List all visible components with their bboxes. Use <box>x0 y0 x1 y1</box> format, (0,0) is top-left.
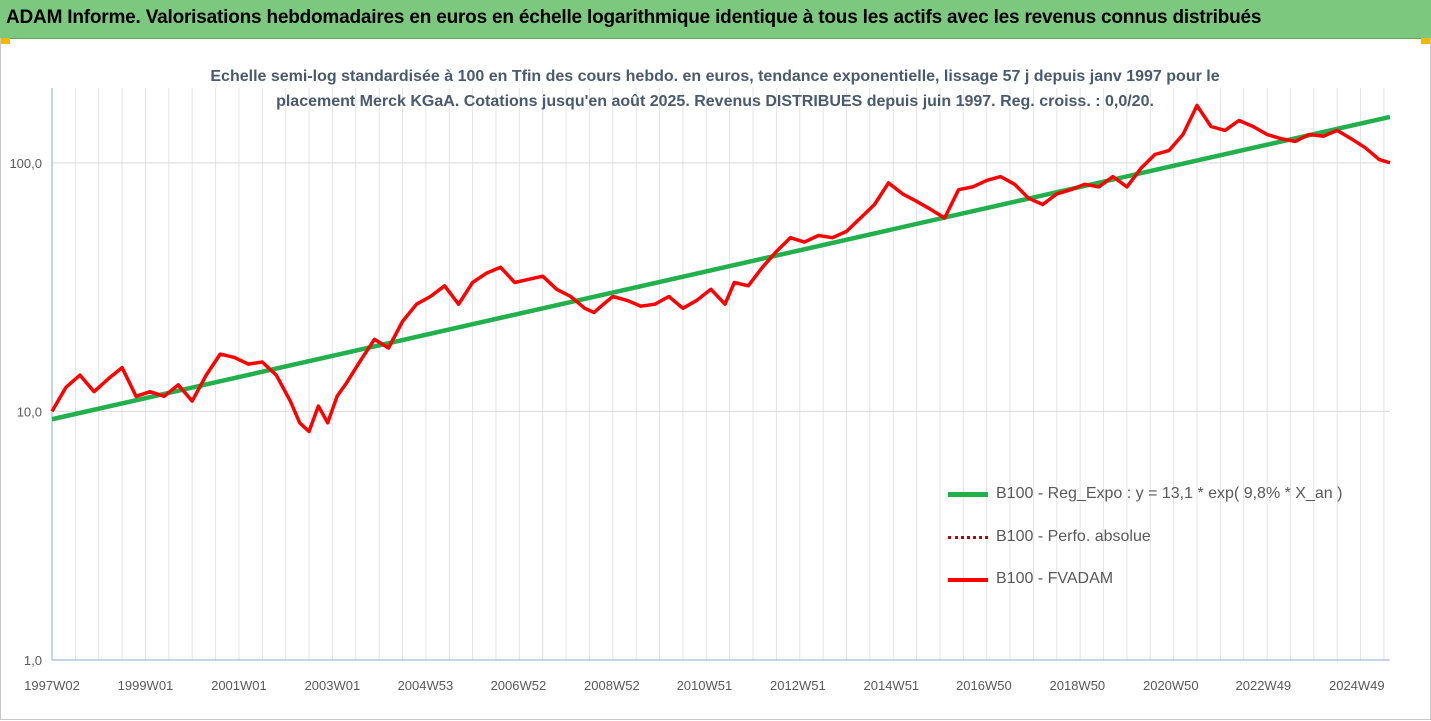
corner-accent-left <box>0 38 10 44</box>
chart-subtitle: Echelle semi-log standardisée à 100 en T… <box>180 64 1250 114</box>
chart-subtitle-line2: placement Merck KGaA. Cotations jusqu'en… <box>276 93 1154 110</box>
x-tick-label: 2016W50 <box>956 678 1012 693</box>
x-tick-label: 2008W52 <box>584 678 640 693</box>
x-tick-label: 2001W01 <box>211 678 267 693</box>
y-tick-label: 100,0 <box>9 156 42 171</box>
x-tick-label: 1997W02 <box>24 678 80 693</box>
banner-title: ADAM Informe. Valorisations hebdomadaire… <box>6 7 1262 28</box>
regression-line <box>51 114 1391 422</box>
x-tick-label: 1999W01 <box>118 678 174 693</box>
legend-swatch-perfo <box>948 536 988 539</box>
legend-label-perfo: B100 - Perfo. absolue <box>996 528 1151 545</box>
corner-accent-right <box>1421 38 1431 44</box>
x-tick-label: 2022W49 <box>1236 678 1292 693</box>
chart-subtitle-line1: Echelle semi-log standardisée à 100 en T… <box>210 68 1220 85</box>
x-tick-label: 2018W50 <box>1050 678 1106 693</box>
fvadam-series-line <box>50 103 1391 434</box>
legend-label-fvadam: B100 - FVADAM <box>996 570 1114 587</box>
x-tick-label: 2020W50 <box>1143 678 1199 693</box>
y-tick-label: 10,0 <box>17 404 42 419</box>
x-tick-label: 2006W52 <box>491 678 547 693</box>
x-tick-label: 2024W49 <box>1329 678 1385 693</box>
legend-label-regression: B100 - Reg_Expo : y = 13,1 * exp( 9,8% *… <box>996 485 1343 502</box>
legend-swatch-regression <box>948 492 988 497</box>
legend-swatch-fvadam <box>948 578 988 582</box>
title-banner: ADAM Informe. Valorisations hebdomadaire… <box>0 0 1431 39</box>
x-tick-label: 2012W51 <box>770 678 826 693</box>
x-tick-label: 2004W53 <box>398 678 454 693</box>
y-tick-label: 1,0 <box>24 653 42 668</box>
x-tick-label: 2010W51 <box>677 678 733 693</box>
x-tick-label: 2003W01 <box>305 678 361 693</box>
x-tick-label: 2014W51 <box>864 678 920 693</box>
